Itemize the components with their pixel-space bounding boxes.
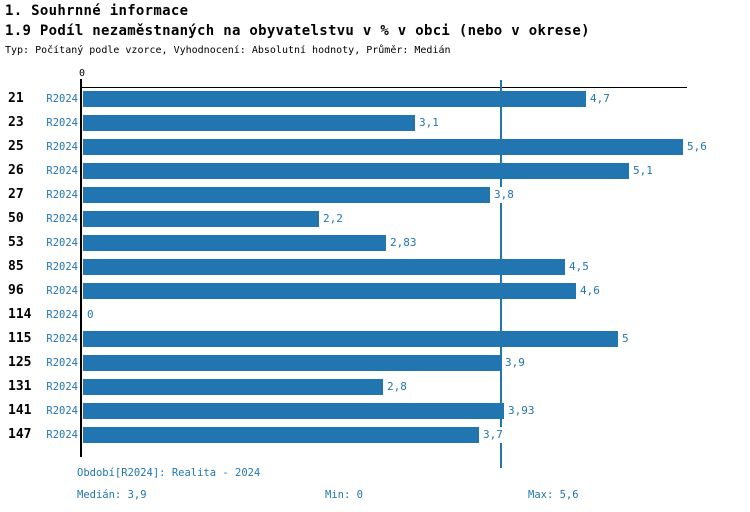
bar bbox=[83, 91, 586, 107]
bar bbox=[83, 187, 490, 203]
bar bbox=[83, 427, 479, 443]
chart-title: 1.9 Podíl nezaměstnaných na obyvatelstvu… bbox=[5, 23, 590, 39]
category-label: 85 bbox=[8, 259, 24, 274]
bar bbox=[83, 379, 383, 395]
footer-median-stat: Medián: 3,9 bbox=[77, 489, 147, 501]
value-label: 5,6 bbox=[686, 139, 708, 155]
value-label: 3,1 bbox=[418, 115, 440, 131]
series-label: R2024 bbox=[46, 381, 78, 393]
series-label: R2024 bbox=[46, 93, 78, 105]
bar bbox=[83, 283, 576, 299]
category-label: 131 bbox=[8, 379, 32, 394]
bar-row: 21 R2024 4,7 bbox=[0, 91, 750, 107]
x-axis-line bbox=[82, 87, 687, 88]
bar-row: 96 R2024 4,6 bbox=[0, 283, 750, 299]
series-label: R2024 bbox=[46, 405, 78, 417]
value-label: 3,7 bbox=[482, 427, 504, 443]
bar bbox=[83, 139, 683, 155]
category-label: 114 bbox=[8, 307, 32, 322]
value-label: 5,1 bbox=[632, 163, 654, 179]
bar bbox=[83, 115, 415, 131]
value-label: 5 bbox=[621, 331, 630, 347]
bar-row: 141 R2024 3,93 bbox=[0, 403, 750, 419]
bar bbox=[83, 211, 319, 227]
series-label: R2024 bbox=[46, 213, 78, 225]
value-label: 4,7 bbox=[589, 91, 611, 107]
y-axis-line bbox=[80, 79, 82, 457]
bar-row: 23 R2024 3,1 bbox=[0, 115, 750, 131]
value-label: 3,8 bbox=[493, 187, 515, 203]
bar-row: 131 R2024 2,8 bbox=[0, 379, 750, 395]
series-label: R2024 bbox=[46, 309, 78, 321]
category-label: 141 bbox=[8, 403, 32, 418]
series-label: R2024 bbox=[46, 117, 78, 129]
bar bbox=[83, 331, 618, 347]
category-label: 23 bbox=[8, 115, 24, 130]
series-label: R2024 bbox=[46, 333, 78, 345]
category-label: 115 bbox=[8, 331, 32, 346]
category-label: 21 bbox=[8, 91, 24, 106]
bar bbox=[83, 235, 386, 251]
bar bbox=[83, 403, 504, 419]
category-label: 27 bbox=[8, 187, 24, 202]
value-label: 4,6 bbox=[579, 283, 601, 299]
category-label: 147 bbox=[8, 427, 32, 442]
series-label: R2024 bbox=[46, 141, 78, 153]
value-label: 2,2 bbox=[322, 211, 344, 227]
series-label: R2024 bbox=[46, 165, 78, 177]
series-label: R2024 bbox=[46, 429, 78, 441]
bar-row: 27 R2024 3,8 bbox=[0, 187, 750, 203]
bar bbox=[83, 163, 629, 179]
series-label: R2024 bbox=[46, 357, 78, 369]
footer-min-stat: Min: 0 bbox=[325, 489, 363, 501]
bar-row: 147 R2024 3,7 bbox=[0, 427, 750, 443]
value-label: 3,93 bbox=[507, 403, 536, 419]
bar-row: 125 R2024 3,9 bbox=[0, 355, 750, 371]
category-label: 25 bbox=[8, 139, 24, 154]
bar-row: 26 R2024 5,1 bbox=[0, 163, 750, 179]
footer-period: Období[R2024]: Realita - 2024 bbox=[77, 467, 261, 479]
bar-row: 53 R2024 2,83 bbox=[0, 235, 750, 251]
value-label: 0 bbox=[86, 307, 95, 323]
value-label: 2,83 bbox=[389, 235, 418, 251]
section-title: 1. Souhrnné informace bbox=[5, 3, 189, 19]
series-label: R2024 bbox=[46, 261, 78, 273]
x-axis-tick-label: 0 bbox=[78, 68, 86, 79]
series-label: R2024 bbox=[46, 285, 78, 297]
category-label: 26 bbox=[8, 163, 24, 178]
bar-row: 25 R2024 5,6 bbox=[0, 139, 750, 155]
category-label: 53 bbox=[8, 235, 24, 250]
series-label: R2024 bbox=[46, 237, 78, 249]
value-label: 2,8 bbox=[386, 379, 408, 395]
category-label: 50 bbox=[8, 211, 24, 226]
chart-subtitle: Typ: Počítaný podle vzorce, Vyhodnocení:… bbox=[5, 45, 451, 56]
bar bbox=[83, 355, 501, 371]
bar-row: 114 R2024 0 bbox=[0, 307, 750, 323]
category-label: 96 bbox=[8, 283, 24, 298]
series-label: R2024 bbox=[46, 189, 78, 201]
value-label: 3,9 bbox=[504, 355, 526, 371]
bar-row: 50 R2024 2,2 bbox=[0, 211, 750, 227]
bar-row: 115 R2024 5 bbox=[0, 331, 750, 347]
value-label: 4,5 bbox=[568, 259, 590, 275]
bar bbox=[83, 259, 565, 275]
bar-row: 85 R2024 4,5 bbox=[0, 259, 750, 275]
category-label: 125 bbox=[8, 355, 32, 370]
footer-max-stat: Max: 5,6 bbox=[528, 489, 579, 501]
